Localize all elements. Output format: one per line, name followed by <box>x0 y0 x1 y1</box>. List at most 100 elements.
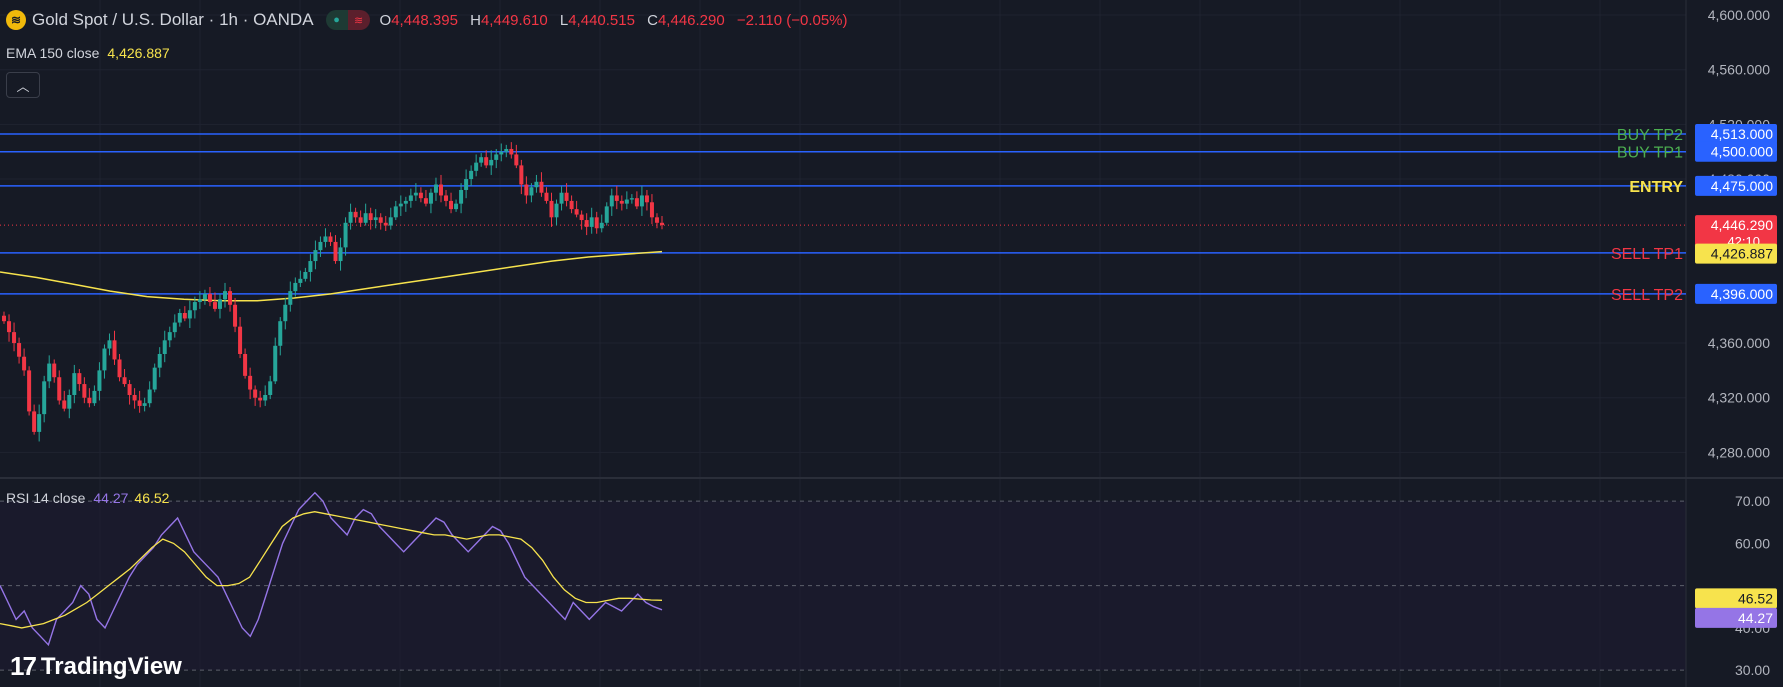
candle-body <box>313 250 318 262</box>
ohlc-values: O4,448.395 H4,449.610 L4,440.515 C4,446.… <box>380 12 848 29</box>
candle-body <box>564 192 569 201</box>
candle-body <box>298 278 303 283</box>
collapse-legend-button[interactable]: ︿ <box>6 72 40 98</box>
candle-body <box>107 340 112 349</box>
candle-body <box>438 184 443 196</box>
candle-body <box>353 211 358 218</box>
candle-body <box>609 195 614 207</box>
rsi-legend[interactable]: RSI 14 close 44.27 46.52 <box>6 490 169 506</box>
ema-value: 4,426.887 <box>107 45 170 61</box>
candle-body <box>207 293 212 303</box>
candle-body <box>187 310 192 319</box>
candle-body <box>102 348 107 371</box>
high-value: 4,449.610 <box>480 11 548 29</box>
candle-body <box>624 199 629 204</box>
candle-body <box>494 154 499 160</box>
candle-body <box>423 198 428 204</box>
candle-body <box>519 165 524 185</box>
candle-body <box>273 345 278 382</box>
candle-body <box>514 154 519 166</box>
candle-body <box>47 363 52 382</box>
candle-body <box>418 192 423 199</box>
candle-body <box>328 236 333 242</box>
ema-label: EMA 150 close <box>6 45 100 61</box>
candle-body <box>57 377 62 401</box>
candle-body <box>177 312 182 323</box>
candle-body <box>569 200 574 210</box>
candle-body <box>87 397 92 404</box>
candle-body <box>634 198 639 207</box>
symbol-title[interactable]: Gold Spot / U.S. Dollar · 1h · OANDA <box>32 10 314 29</box>
candle-body <box>474 162 479 171</box>
candle-body <box>479 157 484 163</box>
candle-body <box>243 353 248 376</box>
candle-body <box>172 322 177 333</box>
rsi-value: 44.27 <box>93 490 129 506</box>
candle-body <box>157 353 162 368</box>
candle-body <box>248 375 253 390</box>
last-price-text: 4,446.290 <box>1711 217 1773 233</box>
candle-body <box>223 291 228 300</box>
rsi-tag-text: 44.27 <box>1738 610 1773 626</box>
candle-body <box>197 299 202 303</box>
candle-body <box>283 304 288 322</box>
open-value: 4,448.395 <box>391 11 458 29</box>
candle-body <box>579 214 584 221</box>
price-tick-label: 4,360.000 <box>1708 335 1770 351</box>
price-tick-label: 4,320.000 <box>1708 390 1770 406</box>
candle-body <box>368 213 373 221</box>
candle-body <box>323 236 328 242</box>
candle-body <box>489 159 494 166</box>
candle-body <box>639 195 644 207</box>
candle-body <box>363 213 368 223</box>
candle-body <box>217 299 222 309</box>
price-grid <box>0 14 1686 453</box>
ema-price-tag <box>1695 243 1777 264</box>
level-price-tag <box>1695 175 1777 196</box>
market-status-pill[interactable]: ● ≋ <box>325 10 370 30</box>
gold-symbol-icon: ≋ <box>6 10 26 30</box>
candle-body <box>408 195 413 201</box>
tradingview-mark-icon: 17 <box>10 651 37 681</box>
candle-body <box>192 302 197 311</box>
candle-body <box>539 181 544 193</box>
candle-body <box>584 220 589 227</box>
candle-body <box>660 222 664 226</box>
candle-body <box>12 332 17 344</box>
candle-body <box>253 389 258 398</box>
candle-body <box>77 373 82 385</box>
candle-body <box>167 332 172 341</box>
tradingview-logo[interactable]: 17 TradingView <box>10 651 182 682</box>
level-price-tag <box>1695 123 1777 144</box>
level-label: ENTRY <box>1629 179 1683 196</box>
candle-body <box>594 217 599 229</box>
candle-body <box>318 241 323 251</box>
candle-body <box>97 370 102 391</box>
candle-body <box>22 356 27 371</box>
candle-body <box>233 304 238 327</box>
candle-body <box>534 181 539 188</box>
ema-legend[interactable]: EMA 150 close 4,426.887 <box>6 45 170 61</box>
candle-body <box>122 377 127 385</box>
level-price-tag <box>1695 283 1777 304</box>
candle-body <box>559 192 564 204</box>
candle-body <box>388 217 393 226</box>
candle-body <box>614 195 619 201</box>
open-key: O <box>379 11 392 29</box>
level-price-text: 4,475.000 <box>1711 178 1773 194</box>
tradingview-wordmark: TradingView <box>40 652 182 680</box>
rsi-tick-label: 70.00 <box>1735 493 1770 509</box>
candle-body <box>72 373 77 395</box>
candle-body <box>644 195 649 203</box>
candle-body <box>449 200 454 210</box>
candle-body <box>454 203 459 210</box>
ema-price-text: 4,426.887 <box>1711 246 1773 262</box>
candle-body <box>7 321 12 333</box>
rsi-label: RSI 14 close <box>6 490 86 506</box>
candle-body <box>649 202 654 218</box>
candle-body <box>2 315 6 322</box>
price-tick-label: 4,560.000 <box>1708 62 1770 78</box>
low-value: 4,440.515 <box>568 11 635 29</box>
